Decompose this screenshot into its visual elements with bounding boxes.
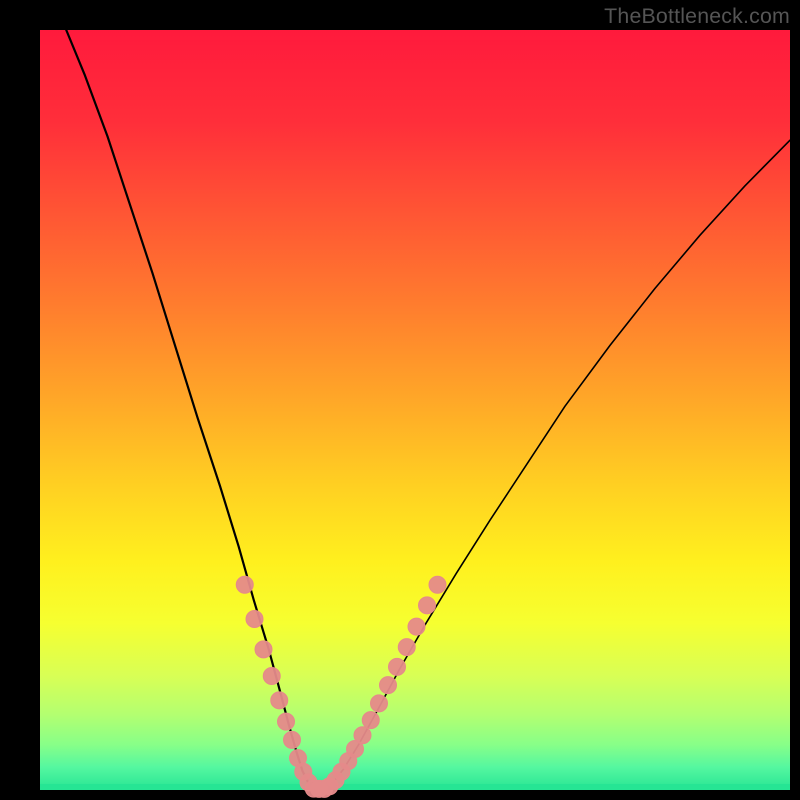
watermark-text: TheBottleneck.com (604, 4, 790, 29)
chart-stage: TheBottleneck.com (0, 0, 800, 800)
bottleneck-chart (0, 0, 800, 800)
